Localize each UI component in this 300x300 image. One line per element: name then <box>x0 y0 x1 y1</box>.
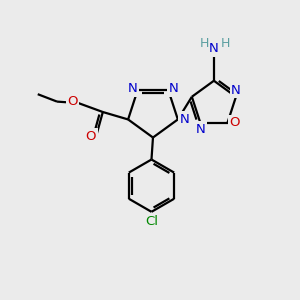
Text: O: O <box>230 116 240 129</box>
Text: N: N <box>128 82 137 95</box>
Text: N: N <box>195 123 205 136</box>
Text: H: H <box>200 37 209 50</box>
Text: N: N <box>209 42 219 56</box>
Text: N: N <box>179 113 189 126</box>
Text: H: H <box>220 37 230 50</box>
Text: N: N <box>169 82 178 95</box>
Text: N: N <box>231 84 241 97</box>
Text: O: O <box>86 130 96 143</box>
Text: Cl: Cl <box>145 215 158 228</box>
Text: O: O <box>67 95 77 108</box>
